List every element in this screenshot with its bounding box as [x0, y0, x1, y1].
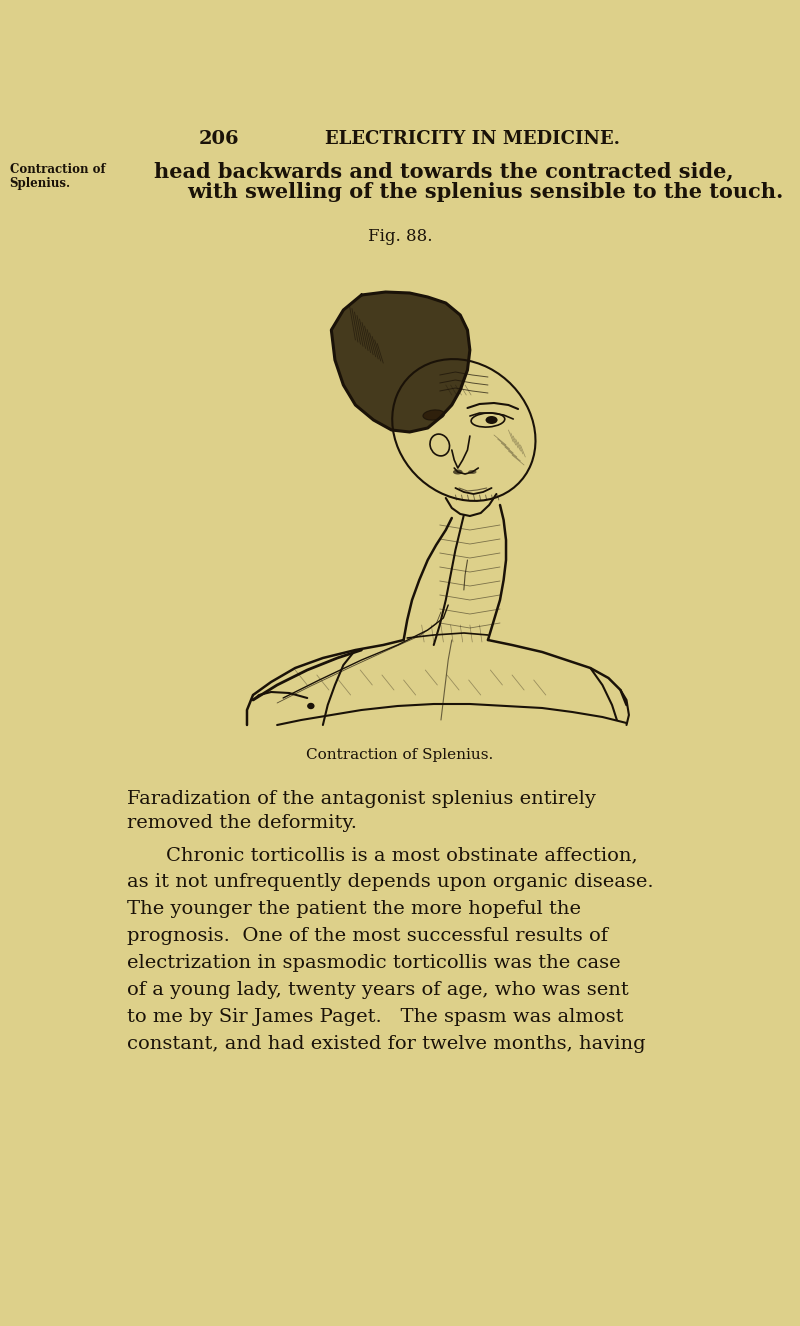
Text: Faradization of the antagonist splenius entirely: Faradization of the antagonist splenius …	[126, 790, 595, 808]
Text: 206: 206	[198, 130, 239, 149]
Text: Fig. 88.: Fig. 88.	[368, 228, 432, 245]
Text: ELECTRICITY IN MEDICINE.: ELECTRICITY IN MEDICINE.	[326, 130, 620, 149]
Text: Splenius.: Splenius.	[10, 176, 70, 190]
Text: constant, and had existed for twelve months, having: constant, and had existed for twelve mon…	[126, 1036, 645, 1053]
Text: prognosis.  One of the most successful results of: prognosis. One of the most successful re…	[126, 927, 607, 945]
Text: Contraction of: Contraction of	[10, 163, 106, 176]
Text: of a young lady, twenty years of age, who was sent: of a young lady, twenty years of age, wh…	[126, 981, 628, 998]
Text: Contraction of Splenius.: Contraction of Splenius.	[306, 748, 494, 762]
Ellipse shape	[308, 704, 314, 708]
Text: electrization in spasmodic torticollis was the case: electrization in spasmodic torticollis w…	[126, 953, 620, 972]
Text: Chronic torticollis is a most obstinate affection,: Chronic torticollis is a most obstinate …	[166, 846, 638, 865]
Text: as it not unfrequently depends upon organic disease.: as it not unfrequently depends upon orga…	[126, 873, 653, 891]
Text: to me by Sir James Paget.   The spasm was almost: to me by Sir James Paget. The spasm was …	[126, 1008, 623, 1026]
Ellipse shape	[423, 410, 445, 420]
Ellipse shape	[453, 469, 462, 475]
Ellipse shape	[486, 416, 498, 424]
Polygon shape	[331, 292, 470, 432]
Text: removed the deformity.: removed the deformity.	[126, 814, 357, 831]
Ellipse shape	[468, 469, 477, 473]
Text: head backwards and towards the contracted side,: head backwards and towards the contracte…	[154, 160, 734, 182]
Text: with swelling of the splenius sensible to the touch.: with swelling of the splenius sensible t…	[186, 182, 783, 202]
Text: The younger the patient the more hopeful the: The younger the patient the more hopeful…	[126, 900, 581, 918]
